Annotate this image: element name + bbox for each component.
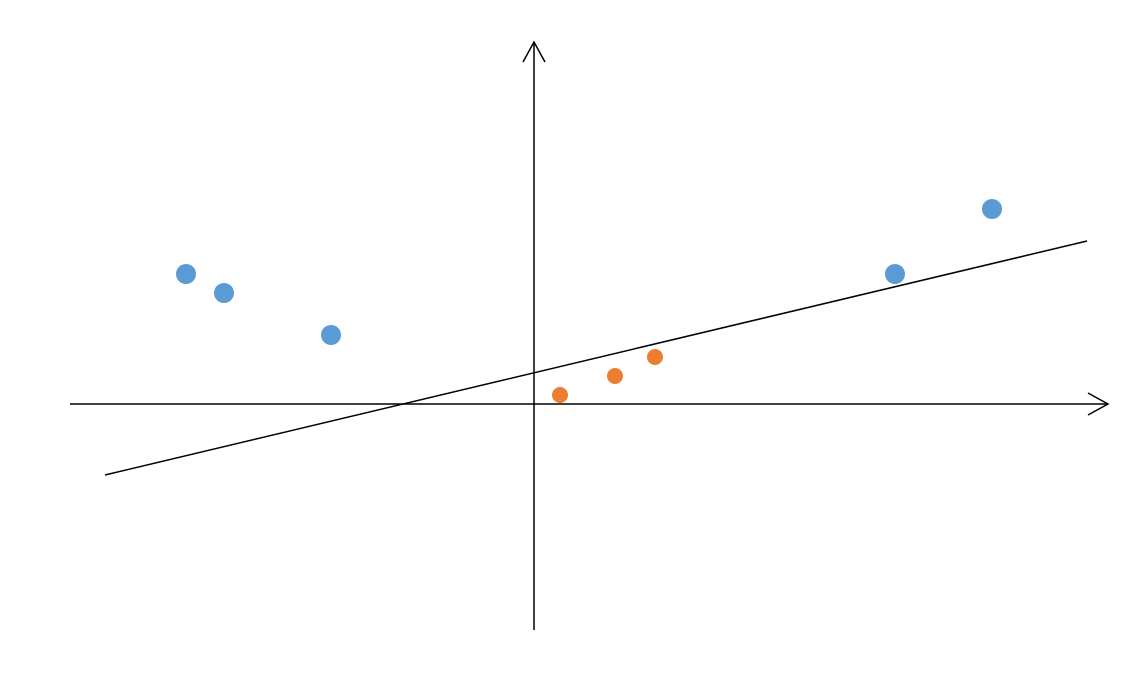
point: [552, 387, 568, 403]
fit-line: [104, 240, 1088, 476]
point: [885, 264, 905, 284]
point: [982, 199, 1002, 219]
y-axis-arrow: [522, 40, 546, 63]
point: [176, 264, 196, 284]
point: [321, 325, 341, 345]
point: [214, 283, 234, 303]
point: [607, 368, 623, 384]
x-axis-arrow: [1087, 392, 1110, 416]
point: [647, 349, 663, 365]
